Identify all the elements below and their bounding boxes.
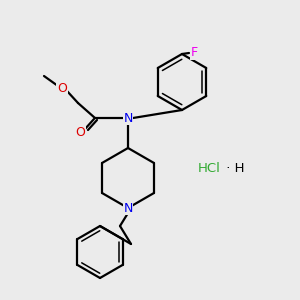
Text: N: N — [123, 202, 133, 214]
Text: HCl: HCl — [198, 161, 221, 175]
Text: O: O — [57, 82, 67, 94]
Text: O: O — [75, 127, 85, 140]
Text: · H: · H — [222, 161, 244, 175]
Text: N: N — [123, 112, 133, 124]
Text: F: F — [190, 46, 198, 59]
